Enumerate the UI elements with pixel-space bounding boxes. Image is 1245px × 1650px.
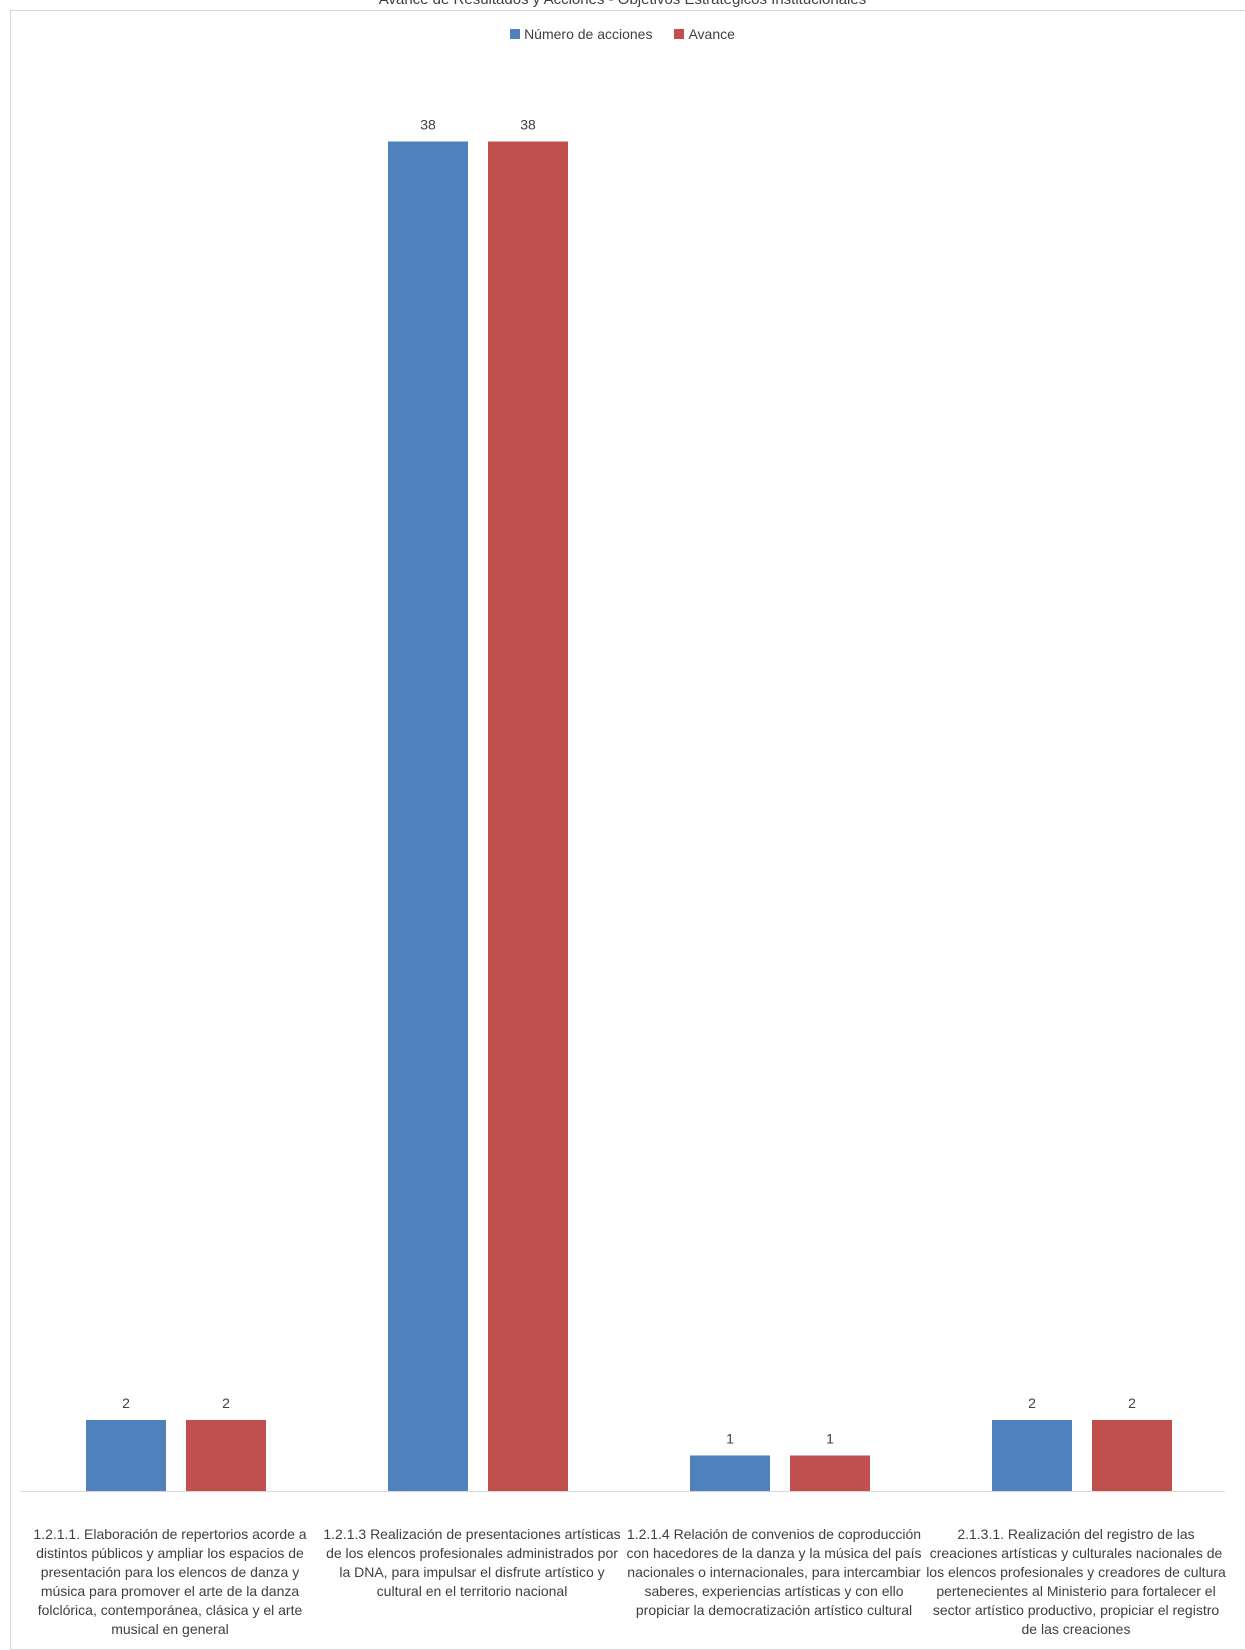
legend-item-series-0: Número de acciones xyxy=(510,26,652,42)
legend: Número de acciones Avance xyxy=(0,26,1245,42)
bar-series-1-category-3 xyxy=(1092,1419,1172,1491)
chart-frame xyxy=(10,10,1245,1650)
bar-series-0-category-0 xyxy=(86,1419,166,1491)
bar-series-0-category-1 xyxy=(388,141,468,1491)
data-label-series-1-category-3: 2 xyxy=(1128,1395,1136,1411)
data-label-series-0-category-0: 2 xyxy=(122,1395,130,1411)
legend-item-series-1: Avance xyxy=(674,26,735,42)
category-label-2: 1.2.1.4 Relación de convenios de coprodu… xyxy=(626,1526,922,1618)
data-label-series-0-category-1: 38 xyxy=(420,117,436,133)
category-label-1: 1.2.1.3 Realización de presentaciones ar… xyxy=(323,1526,621,1599)
data-label-series-0-category-2: 1 xyxy=(726,1430,734,1446)
bar-series-0-category-2 xyxy=(690,1455,770,1491)
legend-label-series-0: Número de acciones xyxy=(524,26,653,42)
data-label-series-0-category-3: 2 xyxy=(1028,1395,1036,1411)
legend-label-series-1: Avance xyxy=(688,26,735,42)
data-label-series-1-category-0: 2 xyxy=(222,1395,230,1411)
data-label-series-1-category-1: 38 xyxy=(520,117,536,133)
category-label-3: 2.1.3.1. Realización del registro de las… xyxy=(926,1526,1226,1637)
legend-swatch-series-0 xyxy=(510,29,521,39)
bar-series-1-category-2 xyxy=(790,1455,870,1491)
chart-title: Avance de Resultados y Acciones - Objeti… xyxy=(0,0,1245,8)
bar-series-1-category-1 xyxy=(488,141,568,1491)
legend-swatch-series-1 xyxy=(674,29,685,39)
bar-series-0-category-3 xyxy=(992,1419,1072,1491)
data-label-series-1-category-2: 1 xyxy=(826,1430,834,1446)
category-label-0: 1.2.1.1. Elaboración de repertorios acor… xyxy=(33,1526,307,1637)
bar-series-1-category-0 xyxy=(186,1419,266,1491)
